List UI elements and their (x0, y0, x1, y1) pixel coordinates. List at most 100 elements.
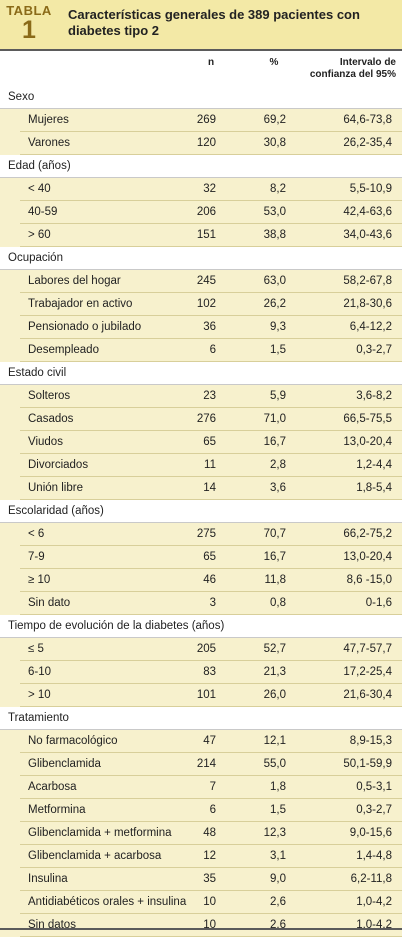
row-divider (20, 154, 402, 155)
cell-confidence-interval: 0,3-2,7 (356, 804, 392, 816)
cell-confidence-interval: 1,0-4,2 (356, 896, 392, 908)
table-row: 6-10 83 21,3 17,2-25,4 (0, 661, 402, 684)
cell-confidence-interval: 64,6-73,8 (343, 114, 392, 126)
cell-n: 120 (196, 137, 216, 149)
column-header-percent: % (269, 57, 279, 68)
cell-percent: 52,7 (263, 643, 286, 655)
row-divider (20, 407, 402, 408)
row-label: ≥ 10 (28, 574, 51, 586)
table-row: Unión libre 14 3,6 1,8-5,4 (0, 477, 402, 500)
column-header-n: n (207, 57, 215, 68)
row-label: Glibenclamida (28, 758, 101, 770)
cell-n: 11 (204, 459, 216, 471)
row-label: 7-9 (28, 551, 45, 563)
cell-percent: 0,8 (270, 597, 286, 609)
cell-confidence-interval: 1,8-5,4 (356, 482, 392, 494)
row-divider (20, 936, 402, 937)
cell-percent: 30,8 (263, 137, 286, 149)
table-row: Glibenclamida + metformina 48 12,3 9,0-15,6 (0, 822, 402, 845)
cell-percent: 3,1 (270, 850, 286, 862)
row-divider (20, 315, 402, 316)
table-row: 40-59 206 53,0 42,4-63,6 (0, 201, 402, 224)
cell-confidence-interval: 42,4-63,6 (343, 206, 392, 218)
table-row: Sin dato 3 0,8 0-1,6 (0, 592, 402, 615)
cell-percent: 2,8 (270, 459, 286, 471)
cell-confidence-interval: 21,8-30,6 (343, 298, 392, 310)
cell-percent: 63,0 (263, 275, 286, 287)
cell-n: 10 (203, 896, 216, 908)
row-divider (20, 568, 402, 569)
row-label: Divorciados (28, 459, 89, 471)
cell-confidence-interval: 58,2-67,8 (343, 275, 392, 287)
table-label: TABLA (6, 3, 52, 18)
row-divider (20, 752, 402, 753)
row-divider (20, 223, 402, 224)
cell-confidence-interval: 13,0-20,4 (343, 436, 392, 448)
row-divider (20, 660, 402, 661)
cell-n: 245 (196, 275, 216, 287)
row-label: Labores del hogar (28, 275, 121, 287)
row-divider (20, 499, 402, 500)
cell-percent: 12,1 (263, 735, 286, 747)
cell-percent: 71,0 (263, 413, 286, 425)
table-row: Trabajador en activo 102 26,2 21,8-30,6 (0, 293, 402, 316)
row-divider (0, 108, 402, 109)
cell-n: 102 (196, 298, 216, 310)
row-divider (20, 844, 402, 845)
cell-n: 35 (203, 873, 216, 885)
cell-n: 214 (196, 758, 216, 770)
cell-confidence-interval: 0-1,6 (365, 597, 392, 609)
table-row: Casados 276 71,0 66,5-75,5 (0, 408, 402, 431)
row-divider (20, 683, 402, 684)
cell-n: 269 (196, 114, 216, 126)
cell-percent: 70,7 (263, 528, 286, 540)
table-header: TABLA 1 Características generales de 389… (0, 0, 402, 49)
cell-n: 12 (203, 850, 216, 862)
cell-percent: 8,2 (270, 183, 286, 195)
row-label: Trabajador en activo (28, 298, 133, 310)
cell-confidence-interval: 13,0-20,4 (343, 551, 392, 563)
row-divider (20, 453, 402, 454)
section-label: Escolaridad (años) (8, 505, 104, 517)
table-row: Desempleado 6 1,5 0,3-2,7 (0, 339, 402, 362)
table-row: Antidiabéticos orales + insulina 10 2,6 1,0… (0, 891, 402, 914)
cell-percent: 9,0 (270, 873, 286, 885)
section-label: Sexo (8, 91, 35, 103)
cell-n: 46 (203, 574, 216, 586)
cell-confidence-interval: 6,4-12,2 (349, 321, 392, 333)
cell-n: 151 (196, 229, 216, 241)
row-label: Insulina (28, 873, 68, 885)
cell-confidence-interval: 1,2-4,4 (356, 459, 392, 471)
table-row: Acarbosa 7 1,8 0,5-3,1 (0, 776, 402, 799)
row-divider (20, 292, 402, 293)
row-label: > 10 (28, 689, 51, 701)
cell-n: 275 (196, 528, 216, 540)
row-divider (20, 913, 402, 914)
cell-confidence-interval: 1,0-4,2 (356, 919, 392, 931)
row-label: Sin dato (28, 597, 71, 609)
row-label: No farmacológico (28, 735, 118, 747)
cell-percent: 5,9 (270, 390, 286, 402)
row-label: 40-59 (28, 206, 58, 218)
cell-confidence-interval: 8,6 -15,0 (346, 574, 392, 586)
section-row: Ocupación (0, 247, 402, 270)
cell-n: 14 (203, 482, 216, 494)
column-header-confidence-interval: Intervalo de confianza del 95% (309, 57, 396, 80)
cell-percent: 53,0 (263, 206, 286, 218)
cell-confidence-interval: 50,1-59,9 (343, 758, 392, 770)
cell-percent: 16,7 (263, 436, 286, 448)
cell-n: 3 (209, 597, 216, 609)
cell-percent: 26,0 (263, 689, 286, 701)
table-row: Viudos 65 16,7 13,0-20,4 (0, 431, 402, 454)
cell-confidence-interval: 21,6-30,4 (343, 689, 392, 701)
table-row: ≥ 10 46 11,8 8,6 -15,0 (0, 569, 402, 592)
row-divider (20, 338, 402, 339)
cell-n: 36 (203, 321, 216, 333)
row-label: ≤ 5 (28, 643, 44, 655)
section-label: Tratamiento (8, 712, 69, 724)
section-row: Escolaridad (años) (0, 500, 402, 523)
row-divider (0, 269, 402, 270)
row-divider (20, 545, 402, 546)
section-label: Ocupación (8, 252, 63, 264)
